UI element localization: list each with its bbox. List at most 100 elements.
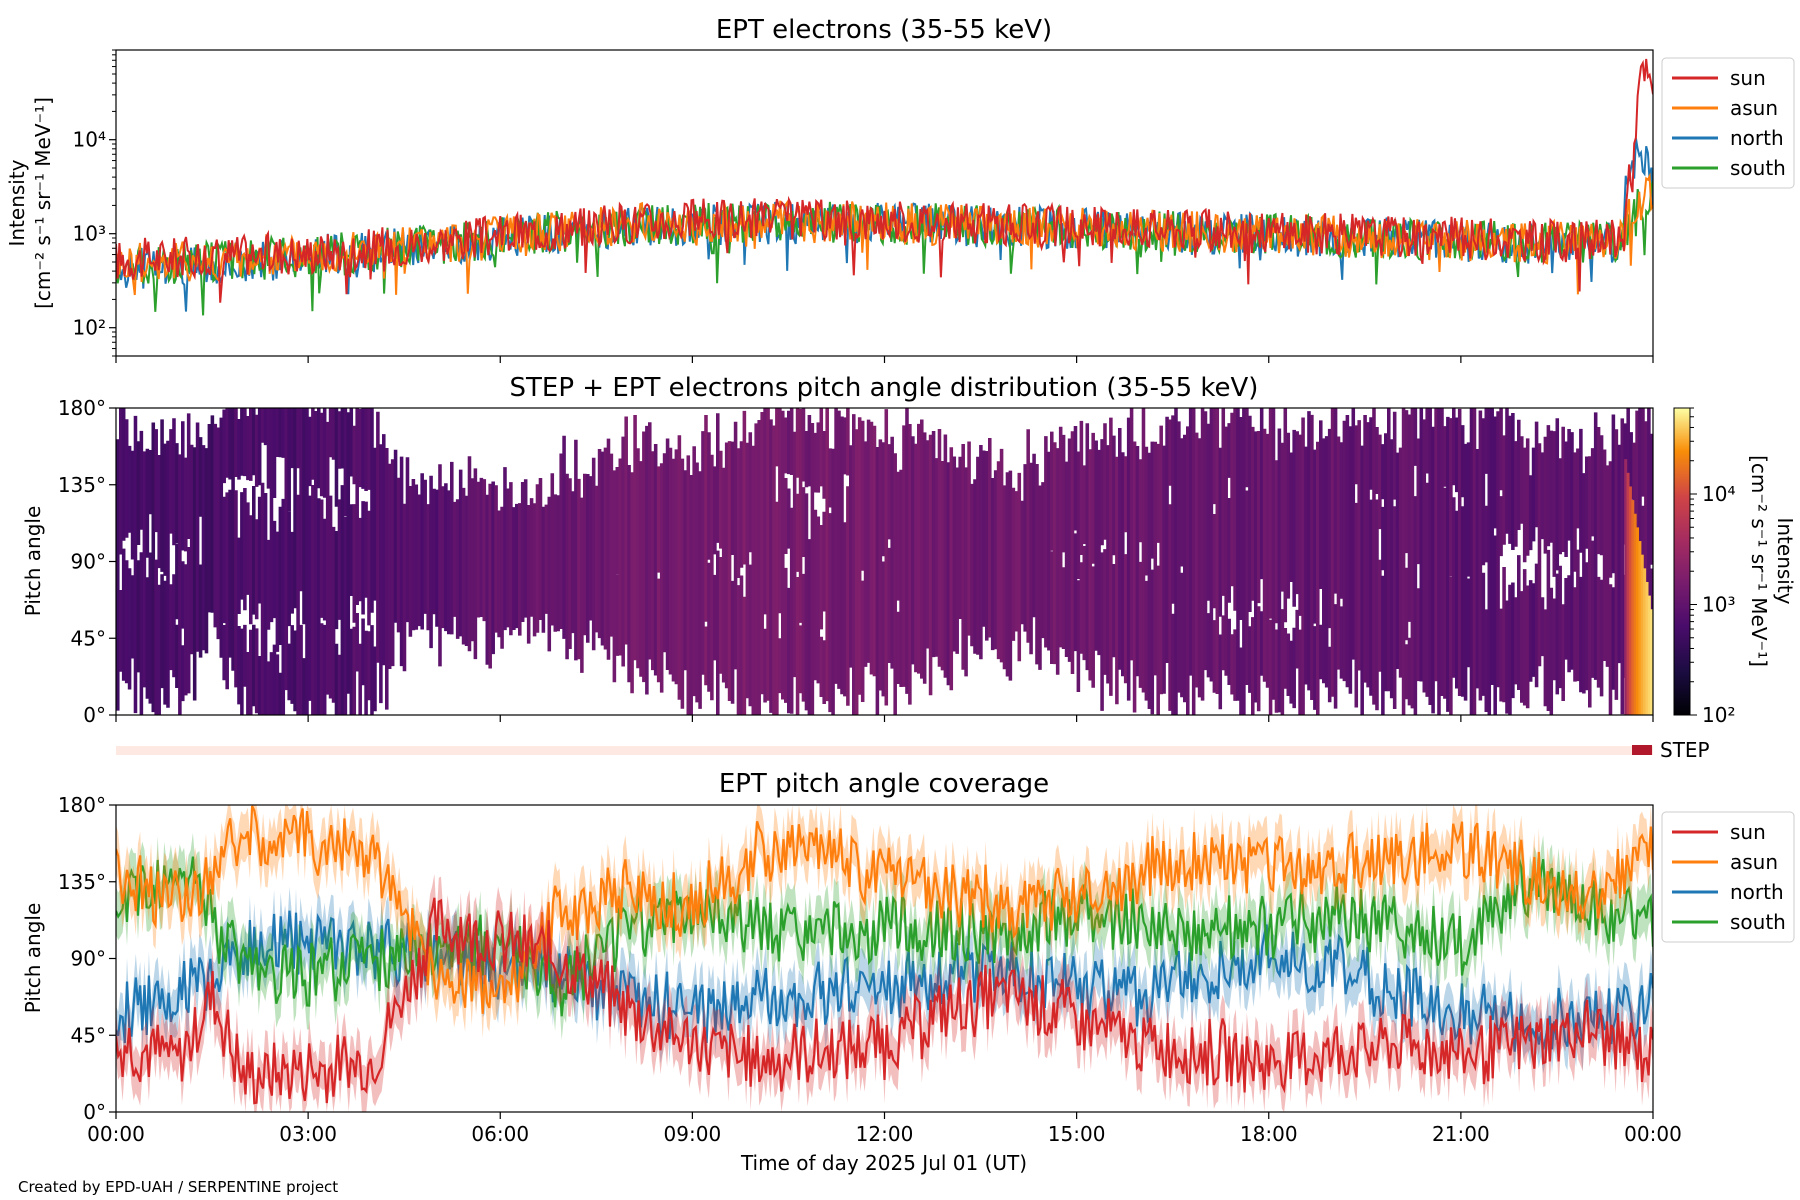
heatmap-column — [1103, 423, 1107, 675]
heatmap-column — [1230, 412, 1234, 695]
heatmap-column — [234, 408, 238, 688]
heatmap-column — [1082, 465, 1087, 661]
heatmap-column — [535, 484, 540, 633]
heatmap-column — [603, 447, 608, 650]
heatmap-column — [1097, 449, 1101, 656]
heatmap-column — [1472, 408, 1477, 715]
heatmap-column — [1221, 408, 1226, 671]
heatmap-column — [396, 477, 401, 633]
colorbar — [1673, 407, 1691, 716]
heatmap-column — [222, 409, 226, 681]
heatmap-column — [692, 446, 696, 697]
heatmap-column — [444, 483, 448, 632]
heatmap-column — [1011, 487, 1016, 641]
heatmap-column — [999, 448, 1004, 663]
heatmap-column — [1141, 408, 1146, 693]
heatmap-column — [1449, 418, 1453, 715]
heatmap-column — [748, 432, 753, 707]
heatmap-column — [834, 408, 838, 684]
heatmap-column — [1023, 464, 1027, 632]
heatmap-column — [1434, 408, 1438, 682]
panel2-ylabel: Pitch angle — [21, 506, 45, 617]
heatmap-column — [854, 429, 859, 715]
y-tick-label: 180° — [58, 793, 106, 817]
heatmap-column — [656, 466, 661, 683]
heatmap-column — [917, 423, 921, 674]
heatmap-column — [1363, 415, 1367, 683]
heatmap-column — [588, 476, 593, 621]
heatmap-column — [1301, 417, 1305, 715]
heatmap-column — [172, 418, 176, 678]
heatmap-column — [618, 458, 623, 656]
series-line-north — [116, 910, 1653, 1052]
heatmap-column — [769, 419, 773, 713]
heatmap-column — [1570, 432, 1574, 670]
heatmap-column — [1265, 433, 1270, 688]
heatmap-column — [411, 479, 416, 631]
colorbar-tick-label: 10³ — [1702, 592, 1735, 616]
heatmap-column — [523, 479, 528, 618]
panel1-x-ticks — [115, 356, 1654, 363]
intensity-panel: EPT electrons (35-55 keV) 10² 10³ 10⁴ Inte… — [5, 15, 1795, 363]
heatmap-column — [379, 444, 383, 704]
heatmap-column — [547, 496, 552, 652]
x-tick-label: 15:00 — [1048, 1122, 1106, 1146]
heatmap-column — [931, 431, 936, 658]
heatmap-column — [184, 457, 188, 696]
heatmap-column — [1055, 448, 1060, 675]
heatmap-column — [996, 461, 1001, 660]
heatmap-column — [1419, 408, 1424, 682]
heatmap-column — [506, 488, 510, 628]
heatmap-column — [866, 419, 871, 663]
heatmap-column — [1112, 435, 1116, 658]
heatmap-column — [175, 443, 179, 688]
heatmap-column — [1567, 429, 1571, 673]
heatmap-column — [1322, 438, 1326, 684]
heatmap-column — [597, 449, 602, 639]
y-tick-label: 180° — [58, 396, 106, 420]
heatmap-column — [1428, 408, 1432, 705]
heatmap-column — [1070, 431, 1075, 674]
heatmap-column — [1126, 417, 1131, 701]
heatmap-column — [846, 408, 850, 706]
x-tick-label: 21:00 — [1432, 1122, 1490, 1146]
heatmap-column — [887, 444, 892, 663]
heatmap-column — [1398, 447, 1403, 678]
heatmap-column — [1446, 416, 1450, 712]
heatmap-column — [1224, 426, 1228, 676]
heatmap-column — [1552, 431, 1557, 681]
heatmap-column — [698, 471, 702, 709]
heatmap-column — [1035, 464, 1039, 665]
heatmap-column — [760, 412, 764, 695]
heatmap-column — [733, 421, 738, 670]
heatmap-column — [985, 451, 989, 641]
heatmap-column — [553, 494, 558, 632]
heatmap-column — [325, 421, 330, 695]
heatmap-column — [225, 408, 229, 690]
series-band-sun — [116, 873, 1653, 1112]
heatmap-column — [639, 461, 643, 677]
panel3-title: EPT pitch angle coverage — [719, 769, 1049, 799]
heatmap-column — [420, 473, 424, 630]
heatmap-column — [961, 444, 965, 670]
heatmap-column — [1121, 452, 1125, 677]
heatmap-column — [376, 411, 380, 663]
heatmap-column — [1469, 408, 1474, 715]
heatmap-column — [958, 456, 962, 619]
y-tick-label: 10⁴ — [73, 128, 106, 152]
heatmap-column — [488, 483, 492, 669]
heatmap-column — [1091, 432, 1095, 688]
y-tick-label: 135° — [58, 473, 106, 497]
heatmap-column — [1262, 428, 1267, 682]
heatmap-column — [1038, 485, 1042, 670]
heatmap-column — [1132, 441, 1137, 713]
panel1-frame — [115, 49, 1654, 357]
heatmap-column — [1608, 461, 1613, 715]
heatmap-column — [1413, 408, 1418, 715]
heatmap-column — [1002, 485, 1007, 670]
heatmap-column — [1206, 423, 1211, 678]
heatmap-column — [1620, 418, 1625, 715]
heatmap-column — [651, 451, 655, 671]
heatmap-column — [435, 489, 439, 627]
heatmap-column — [1289, 452, 1293, 704]
